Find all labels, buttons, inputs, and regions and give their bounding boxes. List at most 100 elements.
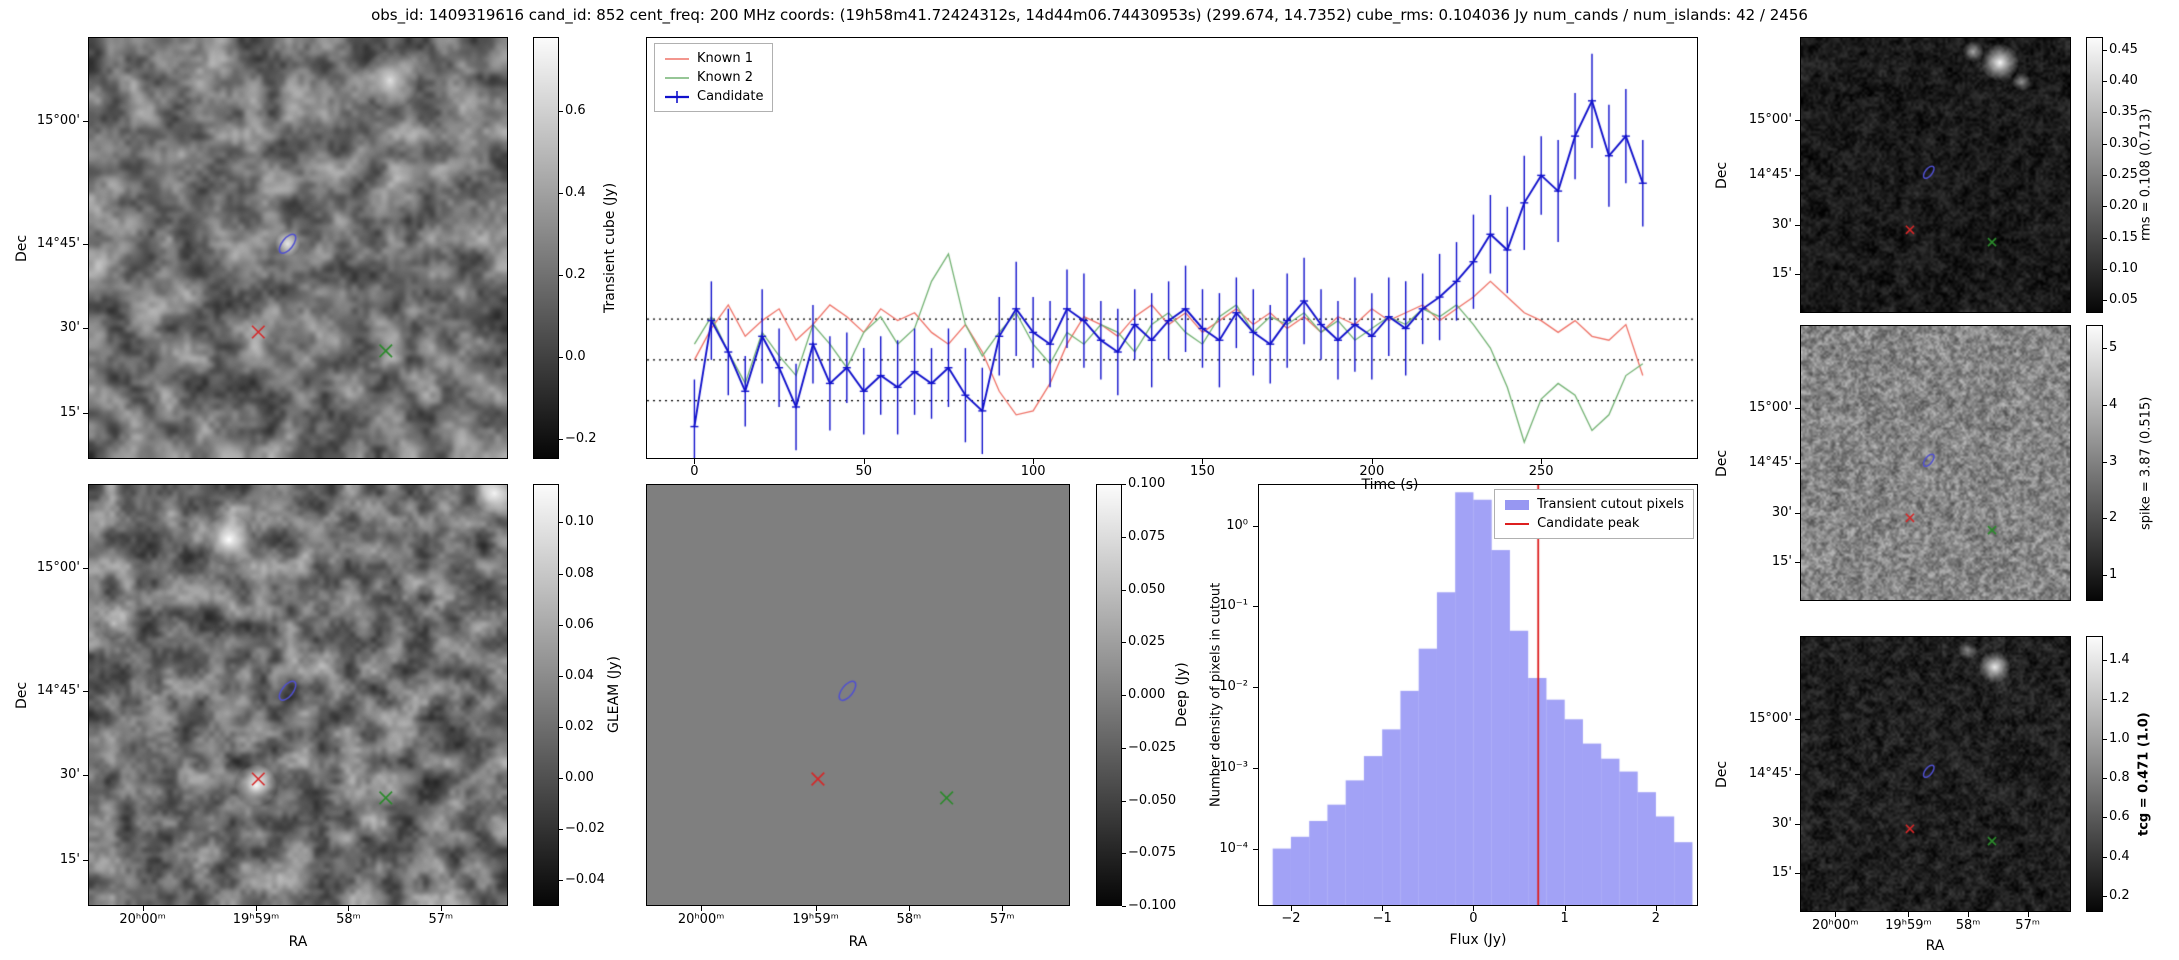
deep-colorbar-tick: 0.000 bbox=[1128, 687, 1166, 702]
spike-dec-tickmark bbox=[1795, 463, 1800, 464]
gleam-ra-tickmark bbox=[142, 906, 144, 911]
gleam-dec-tick: 15' bbox=[59, 851, 80, 867]
transient-colorbar-tick: 0.2 bbox=[565, 266, 586, 282]
gleam-dec-tick: 14°45' bbox=[36, 682, 80, 698]
deep-ra-axis-label: RA bbox=[848, 934, 868, 950]
transient-dec-tick: 30' bbox=[59, 320, 80, 336]
gleam-colorbar-tickmark bbox=[559, 829, 563, 831]
histogram-legend-label: Candidate peak bbox=[1537, 516, 1640, 531]
histogram-x-tickmark bbox=[1564, 906, 1566, 911]
gleam-colorbar-tickmark bbox=[559, 675, 563, 677]
histogram-x-tick: −1 bbox=[1372, 911, 1392, 926]
gleam-cutout-image bbox=[89, 485, 507, 905]
tcg-ra-tickmark bbox=[2027, 912, 2029, 917]
gleam-colorbar-tick: 0.00 bbox=[565, 770, 594, 786]
tcg-colorbar-tick: 1.2 bbox=[2109, 691, 2130, 707]
deep-colorbar-tickmark bbox=[1122, 853, 1126, 855]
gleam-ra-axis-label: RA bbox=[288, 934, 308, 950]
spike-colorbar-tick: 3 bbox=[2109, 453, 2118, 469]
tcg-ra-tickmark bbox=[1908, 912, 1910, 917]
candidate-errorbar-swatch bbox=[665, 90, 689, 103]
tcg-colorbar-tick: 1.4 bbox=[2109, 651, 2130, 667]
rms-dec-tick: 30' bbox=[1771, 216, 1792, 232]
deep-colorbar-tickmark bbox=[1122, 800, 1126, 802]
rms-colorbar-tickmark bbox=[2103, 300, 2107, 302]
spike-dec-tickmark bbox=[1795, 407, 1800, 409]
transient-colorbar-tickmark bbox=[559, 438, 563, 440]
deep-colorbar-tickmark bbox=[1122, 906, 1126, 907]
gleam-dec-tick: 15°00' bbox=[36, 560, 80, 576]
lightcurve-legend-label: Candidate bbox=[697, 89, 764, 104]
lightcurve-x-tickmark bbox=[1541, 459, 1543, 464]
spike-dec-tick: 15°00' bbox=[1748, 399, 1792, 415]
transient-colorbar bbox=[533, 37, 559, 459]
deep-colorbar-tick: −0.100 bbox=[1128, 898, 1177, 913]
gleam-ra-tickmark bbox=[348, 906, 350, 911]
deep-colorbar-tick: −0.025 bbox=[1128, 739, 1177, 755]
histogram-y-tickmark bbox=[1253, 606, 1258, 608]
line-swatch bbox=[665, 76, 689, 79]
transient-colorbar-tickmark bbox=[559, 110, 563, 112]
gleam-colorbar-tick: −0.04 bbox=[565, 872, 605, 888]
histogram-legend-item: Candidate peak bbox=[1504, 514, 1684, 533]
histogram-y-tickmark bbox=[1253, 848, 1258, 850]
rms-colorbar-label: rms = 0.108 (0.713) bbox=[2138, 108, 2154, 242]
gleam-colorbar-tick: 0.02 bbox=[565, 718, 594, 734]
tcg-colorbar-tick: 0.8 bbox=[2109, 769, 2130, 785]
rms-dec-tick: 14°45' bbox=[1748, 167, 1792, 182]
histogram-y-tickmark bbox=[1253, 767, 1258, 769]
histogram-legend-item: Transient cutout pixels bbox=[1504, 495, 1684, 514]
gleam-colorbar-tick: 0.04 bbox=[565, 667, 594, 683]
patch-swatch bbox=[1505, 499, 1530, 510]
deep-colorbar-tick: 0.100 bbox=[1128, 476, 1166, 491]
histogram-y-tick: 10⁻³ bbox=[1219, 759, 1248, 775]
lightcurve-x-tick: 50 bbox=[855, 464, 873, 479]
lightcurve-x-tickmark bbox=[863, 459, 865, 464]
gleam-dec-tickmark bbox=[83, 690, 88, 692]
gleam-colorbar-tickmark bbox=[559, 522, 563, 524]
tcg-dec-tickmark bbox=[1795, 873, 1800, 875]
tcg-colorbar-tick: 0.2 bbox=[2109, 888, 2130, 904]
transient-colorbar-tick: 0.4 bbox=[565, 184, 586, 200]
spike-colorbar-tickmark bbox=[2103, 461, 2107, 463]
gleam-ra-tick: 57ᵐ bbox=[428, 912, 454, 927]
rms-dec-tick: 15' bbox=[1771, 266, 1792, 282]
gleam-colorbar-tick: 0.06 bbox=[565, 616, 594, 632]
gleam-dec-tickmark bbox=[83, 568, 88, 570]
tcg-dec-tick: 14°45' bbox=[1748, 766, 1792, 781]
tcg-dec-tick: 15' bbox=[1771, 865, 1792, 881]
tcg-colorbar-tickmark bbox=[2103, 817, 2107, 819]
gleam-ra-tick: 20ʰ00ᵐ bbox=[119, 912, 166, 927]
rms-dec-tick: 15°00' bbox=[1748, 111, 1792, 127]
deep-colorbar-tickmark bbox=[1122, 642, 1126, 644]
tcg-ra-tickmark bbox=[1968, 912, 1970, 917]
spike-colorbar-tickmark bbox=[2103, 404, 2107, 406]
tcg-colorbar-tick: 0.6 bbox=[2109, 809, 2130, 825]
tcg-dec-tick: 15°00' bbox=[1748, 710, 1792, 726]
tcg-dec-tickmark bbox=[1795, 774, 1800, 775]
gleam-colorbar bbox=[533, 484, 559, 906]
deep-ra-tick: 19ʰ59ᵐ bbox=[792, 912, 839, 927]
transient-colorbar-tickmark bbox=[559, 356, 563, 358]
tcg-colorbar-label: tcg = 0.471 (1.0) bbox=[2136, 712, 2152, 836]
histogram-legend: Transient cutout pixels Candidate peak bbox=[1494, 489, 1694, 539]
tcg-colorbar-tickmark bbox=[2103, 856, 2107, 858]
rms-colorbar-tickmark bbox=[2103, 206, 2107, 208]
line-swatch bbox=[665, 57, 689, 60]
rms-colorbar-tick: 0.35 bbox=[2109, 104, 2138, 120]
spike-colorbar-tickmark bbox=[2103, 518, 2107, 520]
deep-ra-tick: 57ᵐ bbox=[989, 912, 1015, 927]
gleam-colorbar-tickmark bbox=[559, 726, 563, 728]
deep-ra-tick: 58ᵐ bbox=[896, 912, 922, 927]
deep-cutout-panel bbox=[646, 484, 1070, 906]
rms-colorbar-tick: 0.40 bbox=[2109, 72, 2138, 88]
gleam-colorbar-tick: 0.08 bbox=[565, 565, 594, 581]
rms-colorbar-tickmark bbox=[2103, 80, 2107, 82]
spike-dec-tick: 15' bbox=[1771, 554, 1792, 570]
histogram-x-tick: 2 bbox=[1651, 911, 1661, 926]
lightcurve-xaxis-label: Time (s) bbox=[1361, 477, 1419, 493]
spike-colorbar-label: spike = 3.87 (0.515) bbox=[2138, 396, 2154, 530]
lightcurve-panel bbox=[646, 37, 1698, 459]
transient-dec-tick: 15' bbox=[59, 404, 80, 420]
